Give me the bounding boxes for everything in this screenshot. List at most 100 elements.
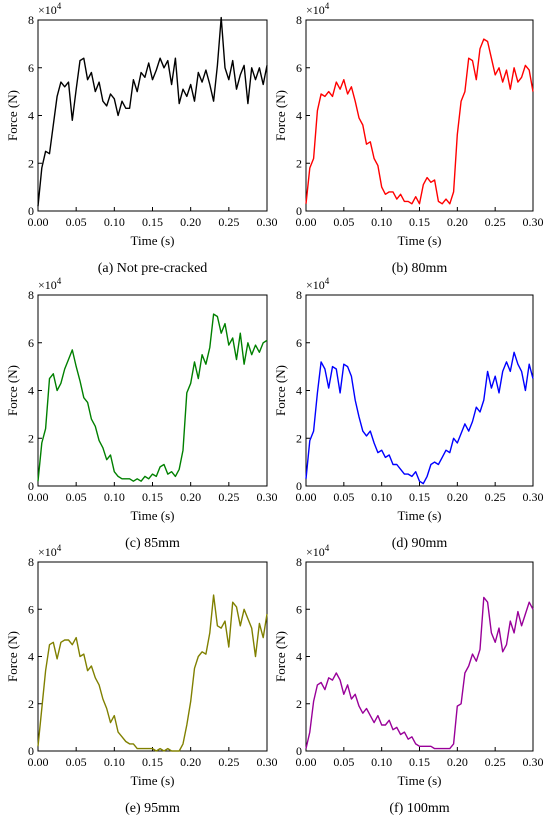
y-tick-label: 6 (28, 61, 34, 75)
x-tick-label: 0.10 (104, 490, 125, 504)
x-tick-label: 0.30 (257, 755, 278, 769)
x-tick-label: 0.10 (104, 755, 125, 769)
chart-panel-3: 0.00 0.05 0.10 0.15 0.20 0.25 0.30 0 2 4 6 8 ×104 Tim… (5, 276, 278, 551)
x-tick-label: 0.15 (409, 215, 430, 229)
x-tick-label: 0.00 (28, 490, 49, 504)
y-axis-label: Force (N) (273, 90, 288, 141)
y-tick-label: 8 (28, 555, 34, 569)
plot-frame (305, 561, 534, 752)
x-tick-label: 0.00 (296, 490, 317, 504)
y-multiplier: ×104 (306, 1, 330, 17)
x-tick-label: 0.25 (485, 755, 506, 769)
y-tick-label: 2 (28, 697, 34, 711)
x-axis-label: Time (s) (131, 233, 175, 248)
y-tick-label: 6 (296, 61, 302, 75)
chart-panel-1: 0.00 0.05 0.10 0.15 0.20 0.25 0.30 0 2 4 6 8 ×104 Tim… (5, 1, 278, 276)
x-tick-label: 0.10 (371, 755, 392, 769)
x-axis-label: Time (s) (398, 773, 442, 788)
y-tick-label: 6 (28, 336, 34, 350)
x-tick-label: 0.15 (409, 755, 430, 769)
x-tick-label: 0.25 (485, 215, 506, 229)
y-axis-label: Force (N) (5, 90, 20, 141)
panel-caption: (d) 90mm (392, 536, 448, 551)
chart-panel-6: 0.00 0.05 0.10 0.15 0.20 0.25 0.30 0 2 4 6 8 ×104 Tim… (273, 543, 544, 816)
y-tick-label: 0 (28, 479, 34, 493)
x-axis-label: Time (s) (131, 773, 175, 788)
y-tick-label: 0 (28, 744, 34, 758)
y-tick-label: 2 (296, 156, 302, 170)
x-tick-label: 0.25 (218, 755, 239, 769)
x-tick-label: 0.30 (257, 490, 278, 504)
y-multiplier: ×104 (38, 276, 62, 292)
series-line (305, 596, 534, 750)
x-axis-label: Time (s) (398, 508, 442, 523)
y-tick-label: 8 (296, 288, 302, 302)
x-tick-label: 0.30 (523, 755, 544, 769)
y-tick-label: 0 (296, 744, 302, 758)
y-tick-label: 4 (296, 109, 302, 123)
y-tick-label: 2 (296, 697, 302, 711)
y-tick-label: 8 (28, 13, 34, 27)
y-multiplier: ×104 (306, 276, 330, 292)
x-tick-label: 0.05 (66, 755, 87, 769)
y-tick-label: 0 (296, 479, 302, 493)
series-line (37, 594, 268, 752)
y-tick-label: 8 (296, 13, 302, 27)
series-line (305, 351, 534, 485)
y-multiplier: ×104 (306, 543, 330, 559)
x-tick-label: 0.30 (257, 215, 278, 229)
plot-frame (37, 294, 268, 487)
y-axis-label: Force (N) (273, 631, 288, 682)
y-tick-label: 4 (28, 109, 34, 123)
x-tick-label: 0.00 (296, 215, 317, 229)
x-tick-label: 0.20 (447, 755, 468, 769)
x-tick-label: 0.20 (447, 215, 468, 229)
series-line (305, 38, 534, 205)
x-tick-label: 0.00 (28, 755, 49, 769)
y-tick-label: 4 (296, 384, 302, 398)
x-tick-label: 0.20 (447, 490, 468, 504)
series-line (37, 313, 268, 482)
x-tick-label: 0.15 (409, 490, 430, 504)
x-tick-label: 0.10 (104, 215, 125, 229)
x-tick-label: 0.30 (523, 215, 544, 229)
x-tick-label: 0.05 (333, 215, 354, 229)
panel-caption: (e) 95mm (125, 801, 180, 816)
y-axis-label: Force (N) (5, 365, 20, 416)
x-tick-label: 0.15 (142, 490, 163, 504)
y-tick-label: 2 (28, 156, 34, 170)
chart-panel-2: 0.00 0.05 0.10 0.15 0.20 0.25 0.30 0 2 4 6 8 ×104 Tim… (273, 1, 544, 276)
x-axis-label: Time (s) (398, 233, 442, 248)
x-tick-label: 0.20 (180, 215, 201, 229)
panel-caption: (b) 80mm (392, 261, 448, 276)
x-tick-label: 0.25 (218, 490, 239, 504)
x-tick-label: 0.15 (142, 215, 163, 229)
y-tick-label: 4 (28, 650, 34, 664)
x-tick-label: 0.05 (66, 215, 87, 229)
y-tick-label: 6 (296, 602, 302, 616)
x-tick-label: 0.25 (485, 490, 506, 504)
y-tick-label: 2 (28, 431, 34, 445)
y-tick-label: 8 (296, 555, 302, 569)
panel-caption: (c) 85mm (125, 536, 180, 551)
x-tick-label: 0.10 (371, 490, 392, 504)
y-tick-label: 6 (296, 336, 302, 350)
y-tick-label: 4 (28, 384, 34, 398)
y-tick-label: 0 (28, 204, 34, 218)
series-line (37, 16, 268, 207)
panel-caption: (f) 100mm (389, 801, 449, 816)
x-tick-label: 0.30 (523, 490, 544, 504)
x-tick-label: 0.20 (180, 755, 201, 769)
y-multiplier: ×104 (38, 1, 62, 17)
y-tick-label: 4 (296, 650, 302, 664)
panel-caption: (a) Not pre-cracked (98, 261, 208, 276)
chart-panel-5: 0.00 0.05 0.10 0.15 0.20 0.25 0.30 0 2 4 6 8 ×104 Tim… (5, 543, 278, 816)
y-tick-label: 2 (296, 431, 302, 445)
chart-panel-4: 0.00 0.05 0.10 0.15 0.20 0.25 0.30 0 2 4 6 8 ×104 Tim… (273, 276, 544, 551)
x-tick-label: 0.05 (333, 490, 354, 504)
y-tick-label: 6 (28, 602, 34, 616)
y-axis-label: Force (N) (5, 631, 20, 682)
x-tick-label: 0.20 (180, 490, 201, 504)
y-axis-label: Force (N) (273, 365, 288, 416)
